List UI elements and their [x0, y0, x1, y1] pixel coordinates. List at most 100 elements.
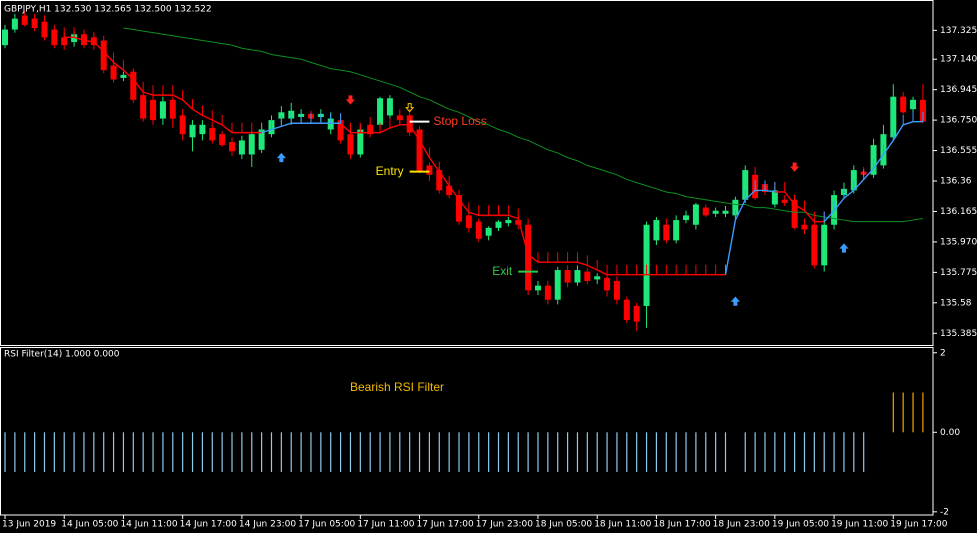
trend-line — [64, 36, 825, 276]
candle-body — [219, 134, 226, 146]
candle-body — [801, 224, 808, 230]
candle-body — [169, 99, 176, 119]
candle-body — [742, 170, 749, 200]
candle-body — [525, 224, 532, 291]
candle-body — [130, 71, 137, 100]
signal-arrow — [789, 162, 800, 172]
annotation: Entry — [376, 164, 404, 178]
candle-body — [485, 227, 492, 236]
y-tick-label: 137.140 — [940, 55, 977, 65]
candle-body — [534, 285, 541, 291]
candle-body — [258, 129, 265, 150]
candle-body — [821, 224, 828, 266]
trend-line — [123, 27, 923, 223]
y-tick-label: 135.775 — [940, 268, 977, 278]
candle-body — [692, 204, 699, 225]
y-tick-label: 135.970 — [940, 237, 977, 247]
signal-arrow — [730, 296, 740, 306]
candle-body — [377, 98, 384, 125]
candle-body — [919, 99, 926, 122]
x-tick-label: 14 Jun 05:00 — [61, 520, 118, 530]
candle-body — [446, 185, 453, 196]
candle-body — [702, 207, 709, 216]
candle-body — [21, 15, 28, 25]
candle-body — [140, 95, 147, 119]
y-tick-label: 135.58 — [940, 298, 972, 308]
x-tick-label: 18 Jun 23:00 — [713, 520, 770, 530]
signal-arrow — [276, 152, 286, 163]
candle-body — [781, 199, 788, 203]
x-tick-label: 19 Jun 17:00 — [890, 520, 947, 530]
x-tick-label: 13 Jun 2019 — [2, 520, 56, 530]
candle-body — [584, 271, 591, 281]
candle-body — [159, 101, 166, 119]
y-tick-label: 135.385 — [940, 329, 977, 339]
candle-body — [544, 285, 551, 300]
candle-body — [179, 115, 186, 135]
candle-body — [613, 280, 620, 300]
x-tick-label: 17 Jun 17:00 — [417, 520, 474, 530]
annotation: Exit — [492, 264, 513, 278]
y-tick-label: -2 — [940, 507, 949, 517]
candle-body — [505, 220, 512, 224]
candle-body — [150, 99, 157, 121]
candle-body — [683, 215, 690, 221]
candle-body — [337, 120, 344, 141]
candle-body — [653, 220, 660, 241]
candle-body — [890, 96, 897, 138]
y-tick-label: 136.165 — [940, 207, 977, 217]
signal-arrow — [345, 95, 356, 105]
candle-body — [61, 37, 68, 46]
signal-arrow — [405, 103, 415, 113]
candle-body — [811, 224, 818, 266]
x-tick-label: 18 Jun 17:00 — [653, 520, 710, 530]
candle-body — [722, 210, 729, 214]
panel-title: RSI Filter(14) 1.000 0.000 — [4, 350, 120, 360]
candle-body — [673, 220, 680, 241]
candle-body — [771, 190, 778, 205]
candle-body — [100, 40, 107, 71]
candle-body — [71, 34, 78, 43]
candle-body — [278, 112, 285, 119]
candle-body — [712, 210, 719, 214]
y-tick-label: 0.00 — [940, 428, 960, 438]
candle-body — [574, 270, 581, 283]
candle-body — [357, 129, 364, 155]
candle-body — [248, 134, 255, 155]
candle-body — [475, 221, 482, 239]
candle-body — [238, 140, 245, 155]
y-tick-label: 136.750 — [940, 116, 977, 126]
sub-frame — [0, 347, 934, 516]
x-tick-label: 18 Jun 11:00 — [594, 520, 651, 530]
annotation: Stop Loss — [433, 114, 486, 128]
y-tick-label: 136.36 — [940, 177, 972, 187]
x-tick-label: 14 Jun 11:00 — [120, 520, 177, 530]
y-tick-label: 136.945 — [940, 85, 977, 95]
y-tick-label: 137.325 — [940, 26, 977, 36]
candle-body — [426, 165, 433, 175]
x-tick-label: 14 Jun 17:00 — [180, 520, 237, 530]
candle-body — [594, 276, 601, 280]
trend-line — [261, 120, 923, 275]
candle-body — [416, 129, 423, 172]
candle-body — [791, 199, 798, 228]
x-tick-label: 19 Jun 05:00 — [772, 520, 829, 530]
x-tick-label: 19 Jun 11:00 — [831, 520, 888, 530]
candle-body — [910, 99, 917, 110]
candle-body — [189, 124, 196, 138]
candle-body — [515, 220, 522, 225]
candle-body — [2, 29, 8, 46]
candle-body — [465, 215, 472, 228]
candle-body — [554, 270, 561, 300]
candle-body — [604, 277, 611, 291]
candle-body — [456, 195, 463, 222]
x-tick-label: 17 Jun 23:00 — [476, 520, 533, 530]
candle-body — [386, 98, 393, 116]
candle-body — [110, 65, 117, 80]
candle-body — [51, 29, 58, 46]
candle-body — [732, 199, 739, 216]
candle-body — [327, 118, 334, 130]
x-tick-label: 18 Jun 05:00 — [535, 520, 592, 530]
candle-body — [347, 134, 354, 155]
